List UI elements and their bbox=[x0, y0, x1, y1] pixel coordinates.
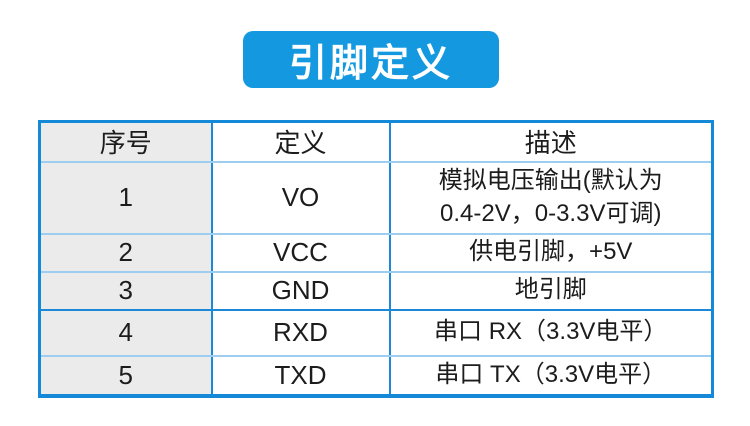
pin3-number: 3 bbox=[39, 271, 212, 311]
table-row-pin4: 4 RXD 串口 RX（3.3V电平） bbox=[39, 309, 713, 357]
pin5-description: 串口 TX（3.3V电平） bbox=[388, 355, 713, 396]
pin3-description: 地引脚 bbox=[388, 271, 713, 311]
column-header-definition: 定义 bbox=[210, 121, 390, 163]
section-title: 引脚定义 bbox=[288, 43, 453, 85]
pin4-number: 4 bbox=[39, 309, 212, 357]
pin1-definition: VO bbox=[210, 161, 390, 235]
pin2-definition: VCC bbox=[210, 233, 390, 273]
pin-definition-table: 序号 定义 描述 1 VO 模拟电压输出(默认为 0.4-2V，0-3.3V可调… bbox=[38, 120, 714, 398]
pin2-number: 2 bbox=[39, 233, 212, 273]
table-row-pin5: 5 TXD 串口 TX（3.3V电平） bbox=[39, 355, 713, 396]
table-header-row: 序号 定义 描述 bbox=[39, 121, 713, 163]
pin1-number: 1 bbox=[39, 161, 212, 235]
pin4-definition: RXD bbox=[210, 309, 390, 357]
pin5-number: 5 bbox=[39, 355, 212, 396]
column-header-no: 序号 bbox=[39, 121, 212, 163]
section-title-badge: 引脚定义 bbox=[243, 31, 499, 88]
pin1-description: 模拟电压输出(默认为 0.4-2V，0-3.3V可调) bbox=[388, 161, 713, 235]
table-row-pin1: 1 VO 模拟电压输出(默认为 0.4-2V，0-3.3V可调) bbox=[39, 161, 713, 235]
pin4-description: 串口 RX（3.3V电平） bbox=[388, 309, 713, 357]
column-header-description: 描述 bbox=[388, 121, 713, 163]
table-row-pin2: 2 VCC 供电引脚，+5V bbox=[39, 233, 713, 273]
pin3-definition: GND bbox=[210, 271, 390, 311]
pin2-description: 供电引脚，+5V bbox=[388, 233, 713, 273]
pin5-definition: TXD bbox=[210, 355, 390, 396]
table-row-pin3: 3 GND 地引脚 bbox=[39, 271, 713, 311]
